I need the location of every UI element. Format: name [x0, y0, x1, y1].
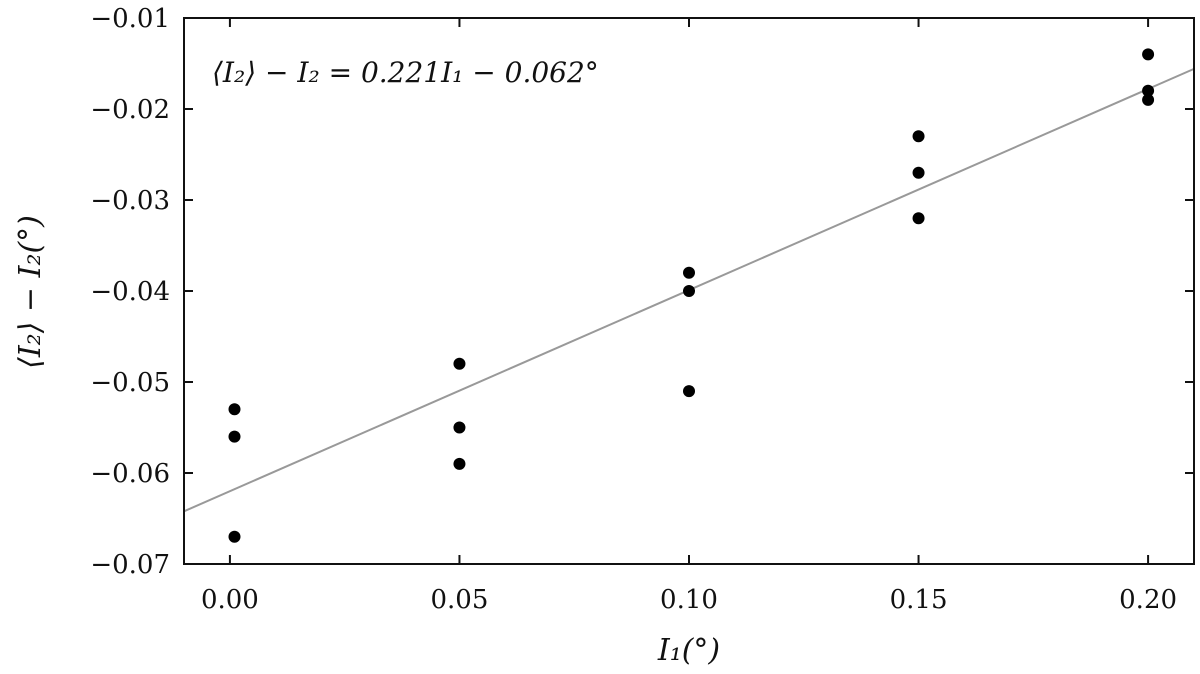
data-point	[228, 403, 241, 416]
y-tick-label: −0.04	[90, 277, 170, 307]
data-point	[1142, 93, 1155, 106]
data-point	[228, 530, 241, 543]
y-tick-label: −0.02	[90, 95, 170, 125]
data-point	[453, 421, 466, 434]
data-point	[683, 266, 695, 279]
data-point	[228, 430, 241, 443]
y-tick-label: −0.07	[90, 550, 170, 580]
data-point	[912, 130, 925, 143]
y-tick-label: −0.05	[90, 368, 170, 398]
y-axis-title: ⟨I₂⟩ − I₂(°)	[13, 215, 48, 369]
data-point	[912, 212, 925, 225]
data-point	[683, 385, 695, 398]
data-point	[683, 285, 695, 297]
x-tick-label: 0.15	[890, 585, 948, 615]
y-tick-label: −0.06	[90, 459, 170, 489]
x-tick-label: 0.00	[201, 585, 259, 615]
x-tick-label: 0.05	[431, 585, 489, 615]
data-point	[912, 166, 925, 179]
data-point	[453, 457, 466, 470]
x-tick-label: 0.10	[660, 585, 718, 615]
data-point	[1142, 48, 1155, 61]
y-tick-label: −0.01	[90, 4, 170, 34]
x-tick-label: 0.20	[1119, 585, 1177, 615]
data-point	[1142, 84, 1155, 97]
fit-equation-annotation: ⟨I₂⟩ − I₂ = 0.221I₁ − 0.062°	[212, 56, 599, 89]
x-axis-title: I₁(°)	[657, 633, 720, 668]
data-point	[453, 357, 466, 370]
y-tick-label: −0.03	[90, 186, 170, 216]
